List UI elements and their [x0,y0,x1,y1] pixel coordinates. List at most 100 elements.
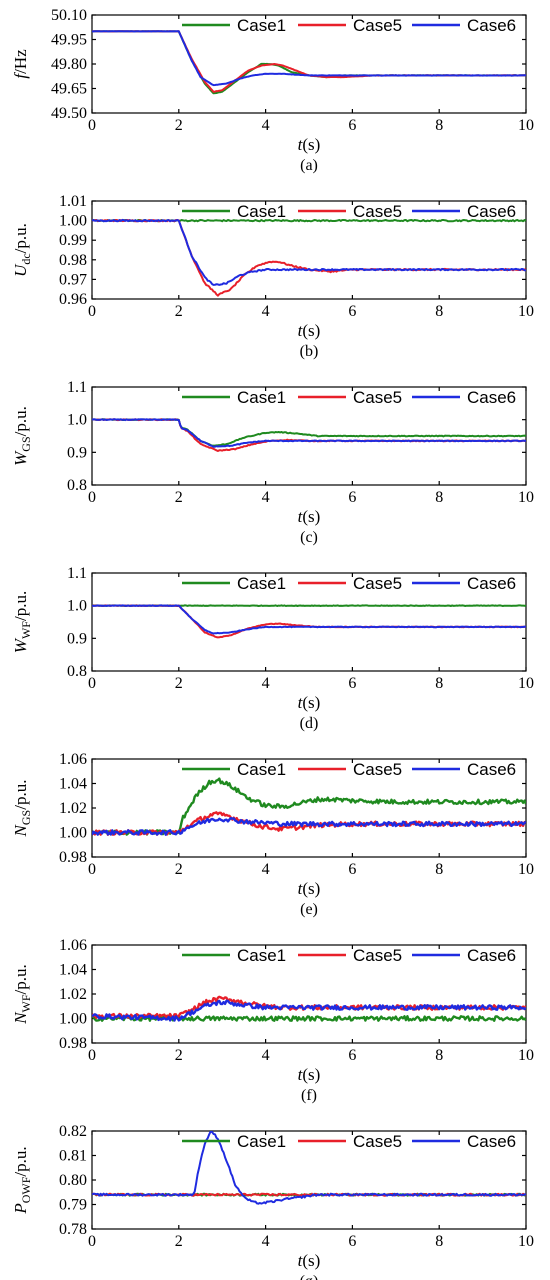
x-axis-label: t(s) [298,135,321,154]
y-tick-label: 1.02 [59,800,87,817]
x-tick-label: 4 [262,489,270,506]
x-tick-label: 6 [348,489,356,506]
y-tick-label: 1.04 [59,962,87,979]
subfigure-caption: (b) [300,343,319,360]
y-tick-label: 1.06 [59,751,87,768]
x-tick-label: 4 [262,861,270,878]
y-tick-label: 1.00 [59,213,87,230]
x-tick-label: 2 [175,303,183,320]
y-tick-label: 1.02 [59,986,87,1003]
x-tick-label: 0 [88,861,96,878]
chart-panel: 0 2 4 6 8 10 0.8 0.9 1.0 1.1 Case1 Case5 Case6 WWF/p.… [11,565,534,732]
y-axis-label: f/Hz [11,49,30,79]
chart-panel: 0 2 4 6 8 10 0.98 1.00 1.02 1.04 1.06 Case1 Case5 Cas… [11,937,534,1104]
legend-label-case1: Case1 [237,946,286,965]
series-group [92,604,526,639]
y-tick-label: 1.1 [67,379,87,396]
x-tick-label: 0 [88,303,96,320]
x-axis-label: t(s) [298,1251,321,1270]
y-tick-label: 50.10 [51,7,87,24]
x-tick-label: 4 [262,1233,270,1250]
legend-label-case1: Case1 [237,202,286,221]
x-tick-label: 2 [175,489,183,506]
x-axis-label: t(s) [298,879,321,898]
legend-label-case5: Case5 [353,1132,402,1151]
x-tick-label: 10 [518,861,534,878]
y-tick-label: 1.01 [59,193,87,210]
legend-label-case5: Case5 [353,574,402,593]
y-tick-label: 0.98 [59,849,87,866]
x-tick-label: 8 [435,489,443,506]
x-tick-label: 2 [175,861,183,878]
x-tick-label: 2 [175,675,183,692]
plot-frame [91,1130,527,1230]
y-tick-label: 1.0 [67,412,87,429]
y-tick-label: 0.80 [59,1172,87,1189]
y-tick-label: 49.50 [51,105,87,122]
subfigure-caption: (f) [301,1087,317,1104]
x-axis-label: t(s) [298,321,321,340]
y-tick-label: 0.98 [59,1035,87,1052]
x-tick-label: 6 [348,117,356,134]
chart-panel: 0 2 4 6 8 10 0.78 0.79 0.80 0.81 0.82 Case1 Case5 Cas… [11,1123,534,1280]
series-group [92,218,526,297]
x-tick-label: 8 [435,675,443,692]
y-tick-label: 0.8 [67,663,87,680]
legend-label-case1: Case1 [237,760,286,779]
series-line-case6 [92,418,526,448]
y-tick-label: 1.0 [67,598,87,615]
y-axis-label: Udc/p.u. [11,223,33,277]
legend-label-case1: Case1 [237,16,286,35]
y-tick-label: 0.81 [59,1148,87,1165]
series-group [92,418,526,452]
x-tick-label: 10 [518,489,534,506]
chart-panel: 0 2 4 6 8 10 0.98 1.00 1.02 1.04 1.06 Case1 Case5 Cas… [11,751,534,918]
x-tick-label: 4 [262,1047,270,1064]
plot-frame [91,200,527,300]
x-tick-label: 10 [518,117,534,134]
y-tick-label: 0.97 [59,271,87,288]
y-axis-label: WWF/p.u. [11,591,33,653]
chart-panel: 0 2 4 6 8 10 49.50 49.65 49.80 49.95 50.10 Case1 Cas… [11,7,534,174]
series-line-case5 [92,30,526,93]
x-tick-label: 8 [435,303,443,320]
legend-label-case6: Case6 [467,946,516,965]
series-group [92,995,526,1022]
x-axis-label: t(s) [298,693,321,712]
y-tick-label: 49.65 [51,81,87,98]
x-tick-label: 10 [518,303,534,320]
x-tick-label: 2 [175,117,183,134]
legend-label-case6: Case6 [467,16,516,35]
x-tick-label: 6 [348,1233,356,1250]
legend-label-case1: Case1 [237,1132,286,1151]
x-tick-label: 8 [435,1233,443,1250]
series-group [92,1131,526,1205]
series-line-case1 [92,30,526,95]
y-tick-label: 49.95 [51,32,87,49]
legend-label-case6: Case6 [467,202,516,221]
y-tick-label: 0.9 [67,444,87,461]
y-tick-label: 1.00 [59,825,87,842]
x-tick-label: 0 [88,1233,96,1250]
y-axis-label: WGS/p.u. [11,406,33,466]
y-tick-label: 0.79 [59,1197,87,1214]
y-axis-label: POWF/p.u. [11,1146,33,1214]
x-tick-label: 4 [262,303,270,320]
subfigure-caption: (e) [300,901,318,918]
x-tick-label: 10 [518,1047,534,1064]
series-line-case5 [92,219,526,297]
y-tick-label: 0.8 [67,477,87,494]
subfigure-caption: (c) [300,529,318,546]
chart-panel: 0 2 4 6 8 10 0.96 0.97 0.98 0.99 1.00 1.01 Case1 Case… [11,193,534,360]
series-group [92,30,526,95]
x-tick-label: 0 [88,489,96,506]
x-axis-label: t(s) [298,507,321,526]
x-tick-label: 8 [435,861,443,878]
y-tick-label: 49.80 [51,56,87,73]
x-tick-label: 8 [435,1047,443,1064]
legend-label-case6: Case6 [467,1132,516,1151]
legend-label-case6: Case6 [467,388,516,407]
legend-label-case5: Case5 [353,946,402,965]
plot-frame [91,758,527,858]
